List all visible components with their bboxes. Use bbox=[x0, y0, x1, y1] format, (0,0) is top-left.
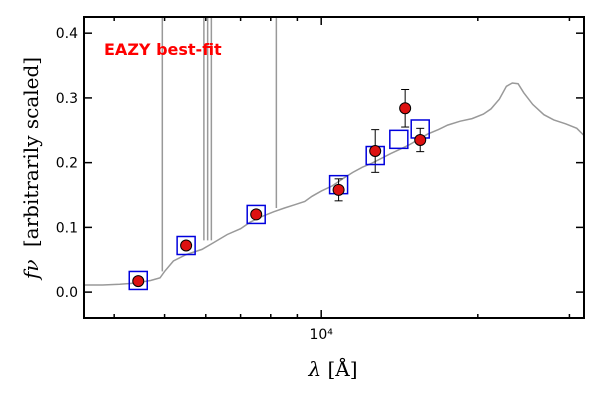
annotation-eazy-best-fit: EAZY best-fit bbox=[104, 40, 222, 59]
x-axis-symbol: λ bbox=[307, 357, 321, 381]
y-tick-label-3: 0.3 bbox=[56, 91, 78, 107]
y-axis-text: [arbitrarily scaled] bbox=[19, 57, 43, 247]
y-tick-label-4: 0.4 bbox=[56, 26, 78, 42]
observed-point-0 bbox=[132, 275, 145, 288]
model-box-5 bbox=[389, 129, 409, 150]
model-box-0 bbox=[128, 270, 149, 291]
y-tick-label-1: 0.1 bbox=[56, 220, 78, 236]
model-box-1 bbox=[176, 235, 196, 256]
tick-layer: 0.0 0.1 0.2 0.3 0.4 10⁴ bbox=[56, 17, 584, 343]
sed-line bbox=[84, 82, 584, 286]
x-tick-label-0: 10⁴ bbox=[309, 327, 333, 343]
model-box-2 bbox=[246, 204, 266, 225]
observed-point-4 bbox=[369, 144, 382, 157]
observed-point-3 bbox=[332, 183, 345, 196]
y-axis-symbol: fν bbox=[19, 260, 43, 282]
observed-point-layer bbox=[132, 102, 427, 288]
model-box-layer bbox=[128, 119, 430, 291]
plot-frame bbox=[83, 16, 585, 319]
x-axis-label: λ [Å] bbox=[307, 356, 357, 381]
y-axis-label: fν [arbitrarily scaled] bbox=[19, 57, 43, 281]
observed-point-6 bbox=[414, 133, 427, 146]
observed-point-1 bbox=[180, 239, 193, 252]
observed-point-5 bbox=[399, 102, 412, 115]
y-tick-label-2: 0.2 bbox=[56, 156, 78, 172]
x-axis-unit: [Å] bbox=[327, 356, 357, 381]
y-tick-label-0: 0.0 bbox=[56, 285, 78, 301]
observed-point-2 bbox=[250, 208, 263, 221]
